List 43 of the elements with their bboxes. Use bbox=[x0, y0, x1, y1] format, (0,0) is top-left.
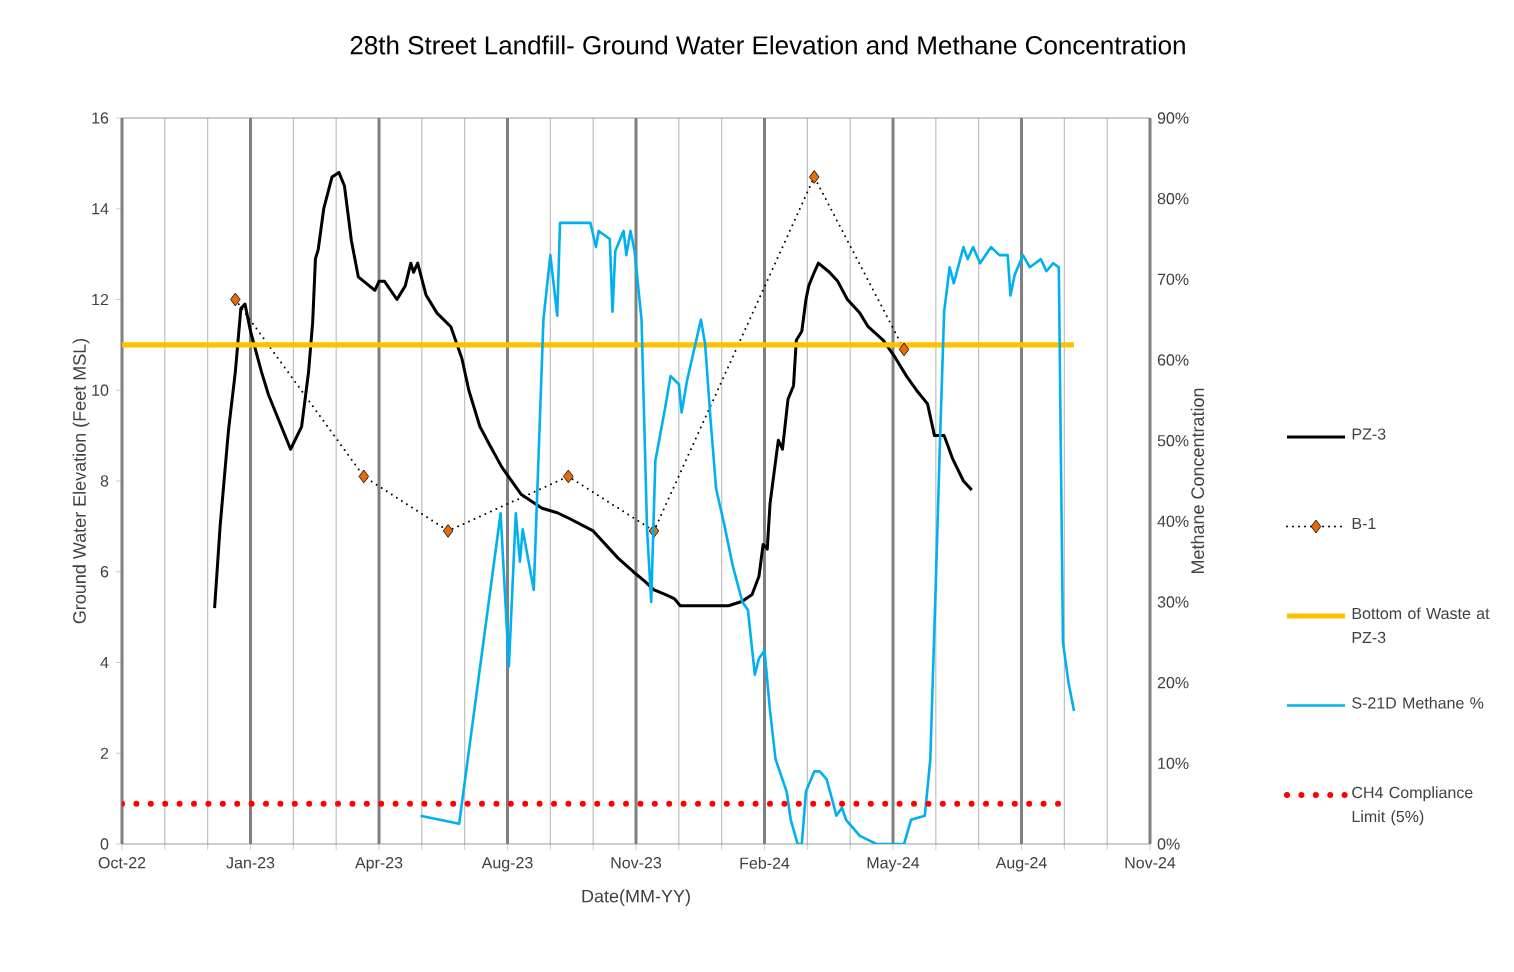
y2-tick-label: 60% bbox=[1157, 354, 1189, 366]
y-tick-label: 14 bbox=[92, 203, 109, 215]
x-tick-label: Aug-24 bbox=[995, 857, 1047, 872]
point bbox=[563, 469, 574, 484]
x-tick-label: May-24 bbox=[867, 857, 920, 872]
legend-label: CH4 Compliance Limit (5%) bbox=[1352, 786, 1473, 826]
y-tick-label: 10 bbox=[92, 384, 109, 396]
x-tick-label: Nov-23 bbox=[611, 857, 662, 869]
legend-label: S-21D Methane % bbox=[1352, 696, 1484, 709]
point bbox=[230, 292, 241, 307]
y2-tick-label: 20% bbox=[1157, 677, 1189, 689]
y2-tick-label: 70% bbox=[1157, 273, 1189, 285]
y-tick-label: 6 bbox=[100, 566, 109, 578]
y-tick-label: 12 bbox=[92, 293, 109, 306]
x-tick-label: Apr-23 bbox=[355, 857, 403, 872]
point bbox=[358, 469, 370, 484]
x-tick-label: Aug-23 bbox=[481, 857, 533, 872]
x-tick-label: Feb-24 bbox=[740, 857, 790, 869]
y-tick-label: 16 bbox=[92, 112, 109, 124]
y2-tick-label: 0% bbox=[1157, 838, 1180, 850]
y2-axis-title: Methane Concentration bbox=[1190, 388, 1205, 574]
y2-tick-label: 80% bbox=[1157, 193, 1189, 205]
x-tick-label: Nov-24 bbox=[1125, 857, 1176, 869]
y-tick-label: 8 bbox=[100, 475, 109, 487]
point bbox=[898, 342, 910, 357]
y2-tick-label: 10% bbox=[1158, 757, 1189, 769]
y2-tick-label: 50% bbox=[1157, 435, 1189, 447]
legend-label: B-1 bbox=[1352, 517, 1376, 529]
point bbox=[809, 170, 820, 184]
chart-title: 28th Street Landfill- Ground Water Elevation and Methane Concentration bbox=[350, 35, 1185, 55]
y-tick-label: 4 bbox=[100, 656, 109, 668]
y2-tick-label: 40% bbox=[1157, 515, 1189, 527]
y-tick-label: 0 bbox=[100, 838, 109, 850]
x-tick-label: Oct-22 bbox=[98, 857, 146, 869]
y-tick-label: 2 bbox=[100, 747, 109, 759]
y-axis-title: Ground Water Elevation (Feet MSL) bbox=[72, 338, 90, 624]
y2-tick-label: 30% bbox=[1157, 596, 1189, 608]
x-axis-title: Date(MM-YY) bbox=[582, 889, 690, 907]
x-tick-label: Jan-23 bbox=[226, 857, 275, 869]
legend-label: Bottom of Waste at PZ-3 bbox=[1352, 607, 1490, 644]
point bbox=[442, 524, 454, 538]
legend-label: PZ-3 bbox=[1352, 428, 1386, 440]
y2-tick-label: 90% bbox=[1157, 112, 1189, 124]
